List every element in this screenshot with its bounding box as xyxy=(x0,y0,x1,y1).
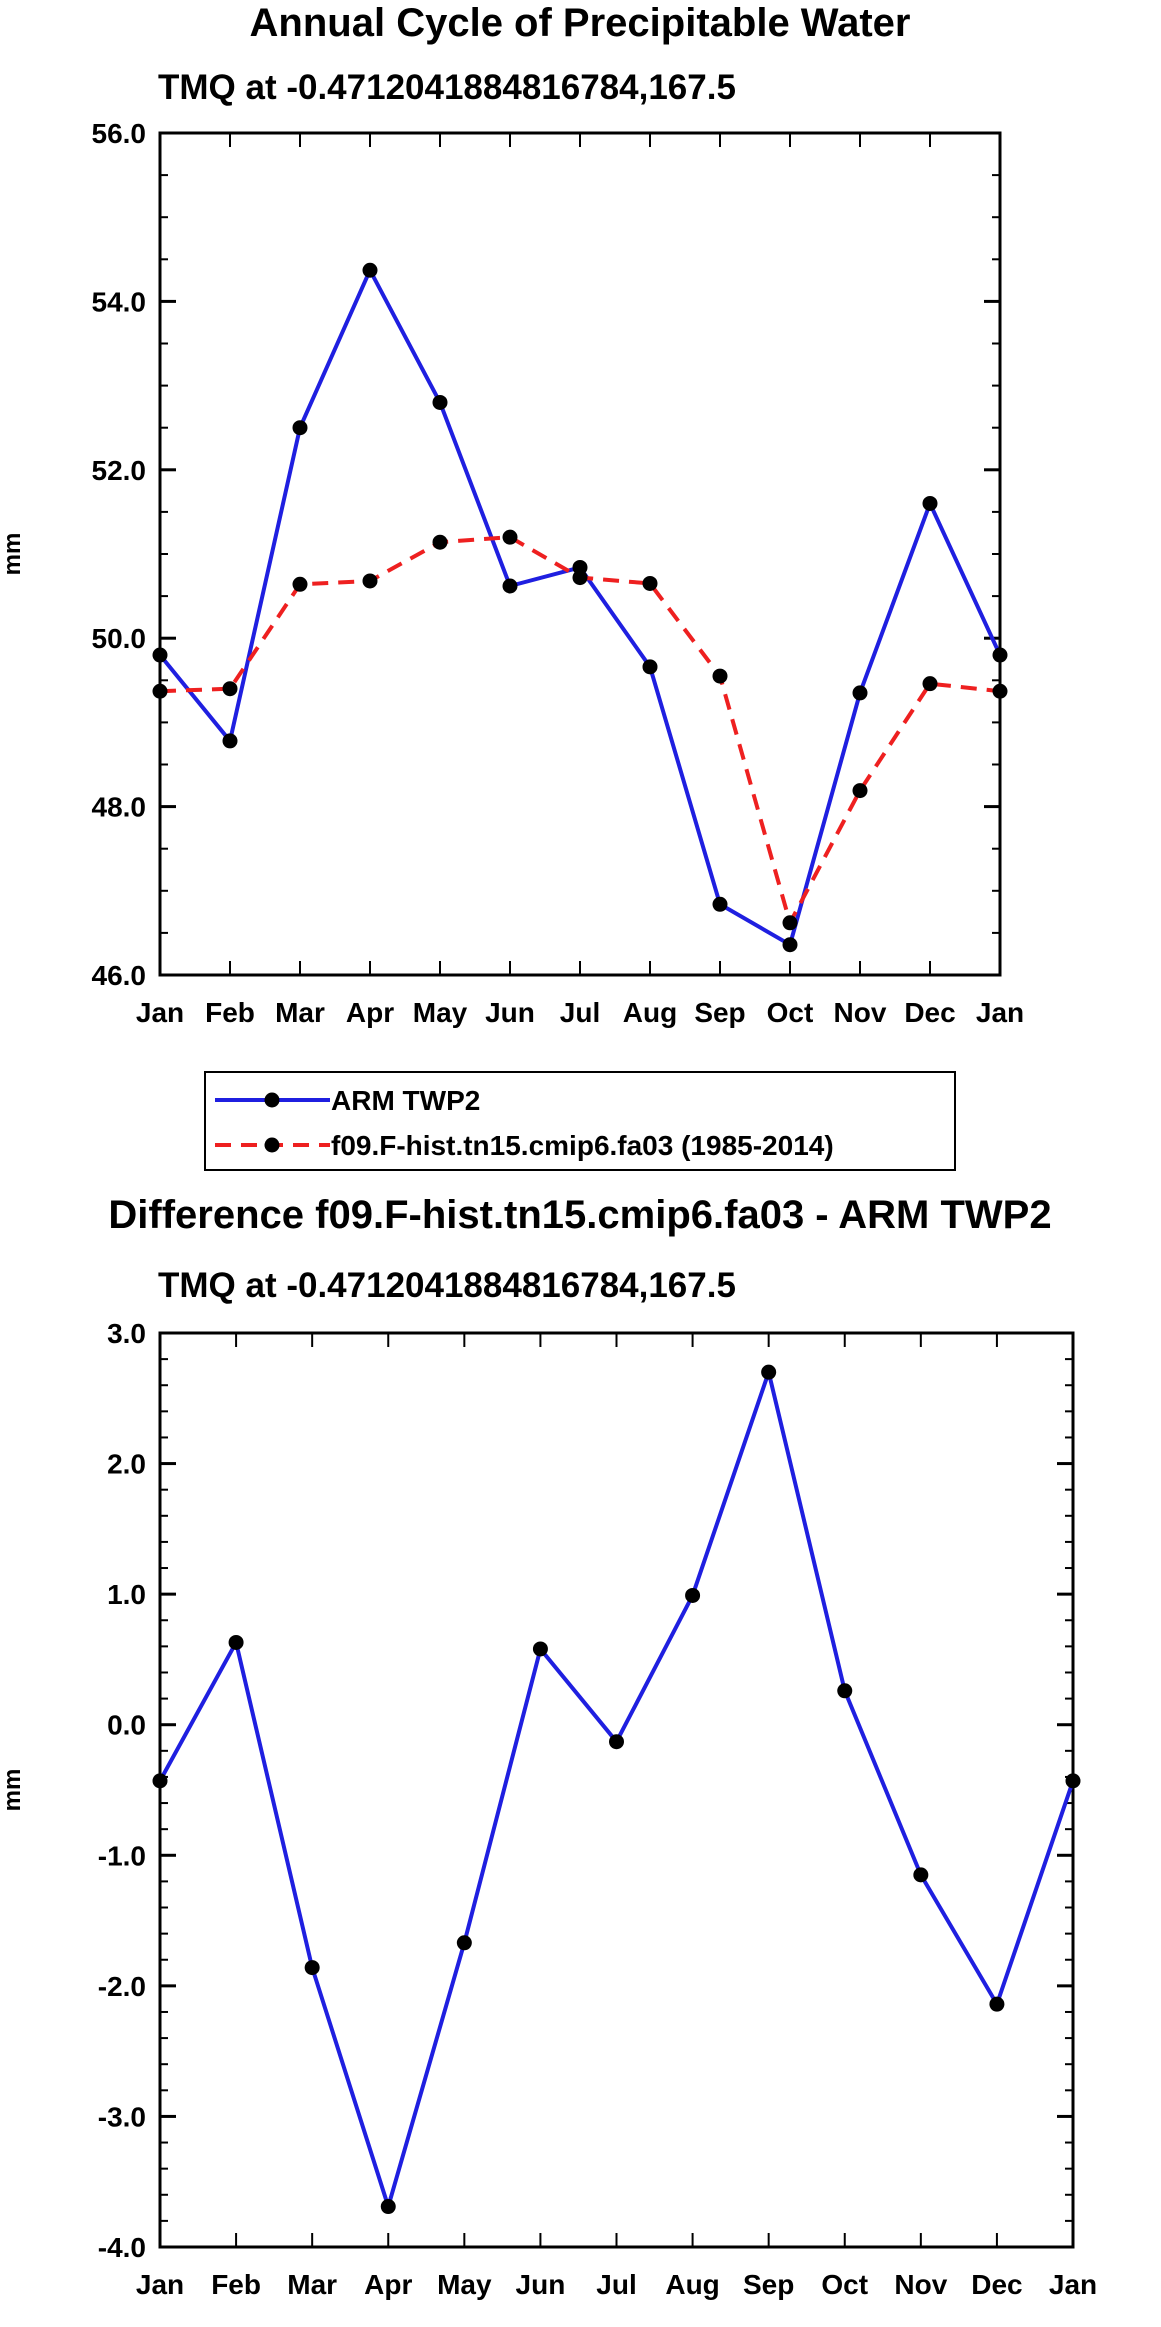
series-0-point xyxy=(292,420,308,436)
legend-label-1: f09.F-hist.tn15.cmip6.fa03 (1985-2014) xyxy=(331,1130,834,1161)
x-tick-label: Feb xyxy=(205,997,255,1028)
legend-box xyxy=(204,1071,956,1171)
series-0-point xyxy=(502,578,518,594)
series-0-point xyxy=(642,659,658,675)
x-tick-label: Jul xyxy=(560,997,600,1028)
series-1-point xyxy=(152,683,168,699)
x-tick-label: Aug xyxy=(623,997,677,1028)
y-tick-label: 3.0 xyxy=(107,1318,146,1349)
series-1-point xyxy=(502,529,518,545)
series-1-point xyxy=(992,683,1008,699)
legend-label-0: ARM TWP2 xyxy=(331,1085,480,1116)
x-tick-label: Jan xyxy=(136,2269,184,2300)
x-tick-label: May xyxy=(437,2269,492,2300)
series-0-point xyxy=(1065,1773,1081,1789)
y-tick-label: -2.0 xyxy=(98,1971,146,2002)
series-0-point xyxy=(782,937,798,953)
x-tick-label: Jan xyxy=(136,997,184,1028)
legend-marker-0 xyxy=(264,1092,280,1108)
series-1-point xyxy=(362,573,378,589)
series-0-point xyxy=(852,685,868,701)
chart-subtitle: TMQ at -0.4712041884816784,167.5 xyxy=(158,68,736,107)
chart-subtitle: TMQ at -0.4712041884816784,167.5 xyxy=(158,1266,736,1305)
y-axis-label: mm xyxy=(0,533,26,576)
series-0-point xyxy=(456,1935,472,1951)
series-0-point xyxy=(304,1960,320,1976)
x-tick-label: Jul xyxy=(596,2269,636,2300)
x-tick-label: Apr xyxy=(346,997,394,1028)
x-tick-label: Sep xyxy=(743,2269,794,2300)
y-tick-label: 2.0 xyxy=(107,1449,146,1480)
series-0-point xyxy=(228,1634,244,1650)
chart-title: Difference f09.F-hist.tn15.cmip6.fa03 - … xyxy=(108,1193,1051,1237)
x-tick-label: Sep xyxy=(694,997,745,1028)
y-tick-label: 52.0 xyxy=(92,455,147,486)
series-1-point xyxy=(922,676,938,692)
precipitable-water-annual-cycle-chart: Annual Cycle of Precipitable Water TMQ a… xyxy=(0,1,1024,1171)
series-1-point xyxy=(292,576,308,592)
series-1-point xyxy=(782,915,798,931)
series-0-point xyxy=(989,1996,1005,2012)
x-tick-label: Jun xyxy=(485,997,535,1028)
series-0-point xyxy=(532,1641,548,1657)
x-tick-label: Mar xyxy=(287,2269,337,2300)
y-tick-label: -4.0 xyxy=(98,2232,146,2263)
y-tick-label: 1.0 xyxy=(107,1579,146,1610)
series-0-point xyxy=(992,647,1008,663)
series-1-point xyxy=(852,783,868,799)
x-tick-label: Jan xyxy=(976,997,1024,1028)
y-tick-label: -1.0 xyxy=(98,1840,146,1871)
x-tick-label: Oct xyxy=(821,2269,868,2300)
series-1-point xyxy=(712,668,728,684)
series-0-point xyxy=(922,495,938,511)
series-1-point xyxy=(222,681,238,697)
series-0-point xyxy=(712,896,728,912)
y-tick-label: 46.0 xyxy=(92,960,147,991)
series-line-1 xyxy=(159,535,1001,925)
y-axis-label: mm xyxy=(0,1769,26,1812)
series-0-point xyxy=(432,394,448,410)
difference-chart: Difference f09.F-hist.tn15.cmip6.fa03 - … xyxy=(0,1193,1097,2300)
y-tick-label: 0.0 xyxy=(107,1710,146,1741)
series-1-point xyxy=(572,570,588,586)
y-tick-label: 56.0 xyxy=(92,118,147,149)
x-tick-label: Oct xyxy=(767,997,814,1028)
series-1-point xyxy=(432,534,448,550)
x-tick-label: Dec xyxy=(971,2269,1022,2300)
y-tick-label: 48.0 xyxy=(92,792,147,823)
series-0-point xyxy=(362,262,378,278)
x-tick-label: Feb xyxy=(211,2269,261,2300)
plot-frame xyxy=(158,1331,1075,2249)
series-0-point xyxy=(152,647,168,663)
x-tick-label: May xyxy=(413,997,468,1028)
series-1-point xyxy=(642,575,658,591)
x-tick-label: Jan xyxy=(1049,2269,1097,2300)
series-0-point xyxy=(837,1683,853,1699)
x-tick-label: Apr xyxy=(364,2269,412,2300)
plot-frame xyxy=(158,131,1002,977)
x-tick-label: Dec xyxy=(904,997,955,1028)
series-line-0 xyxy=(158,1370,1075,2209)
x-tick-label: Mar xyxy=(275,997,325,1028)
series-0-point xyxy=(222,733,238,749)
series-0-point xyxy=(685,1587,701,1603)
y-tick-label: -3.0 xyxy=(98,2101,146,2132)
y-tick-label: 54.0 xyxy=(92,286,147,317)
series-0-point xyxy=(609,1734,624,1750)
series-0-point xyxy=(761,1364,777,1380)
y-tick-label: 50.0 xyxy=(92,623,147,654)
chart-title: Annual Cycle of Precipitable Water xyxy=(250,1,911,45)
x-tick-label: Nov xyxy=(834,997,887,1028)
x-tick-label: Jun xyxy=(516,2269,566,2300)
series-0-point xyxy=(152,1773,168,1789)
series-0-point xyxy=(380,2199,396,2215)
series-0-point xyxy=(913,1867,929,1883)
legend-marker-1 xyxy=(264,1137,280,1153)
x-tick-label: Aug xyxy=(665,2269,719,2300)
x-tick-label: Nov xyxy=(894,2269,947,2300)
